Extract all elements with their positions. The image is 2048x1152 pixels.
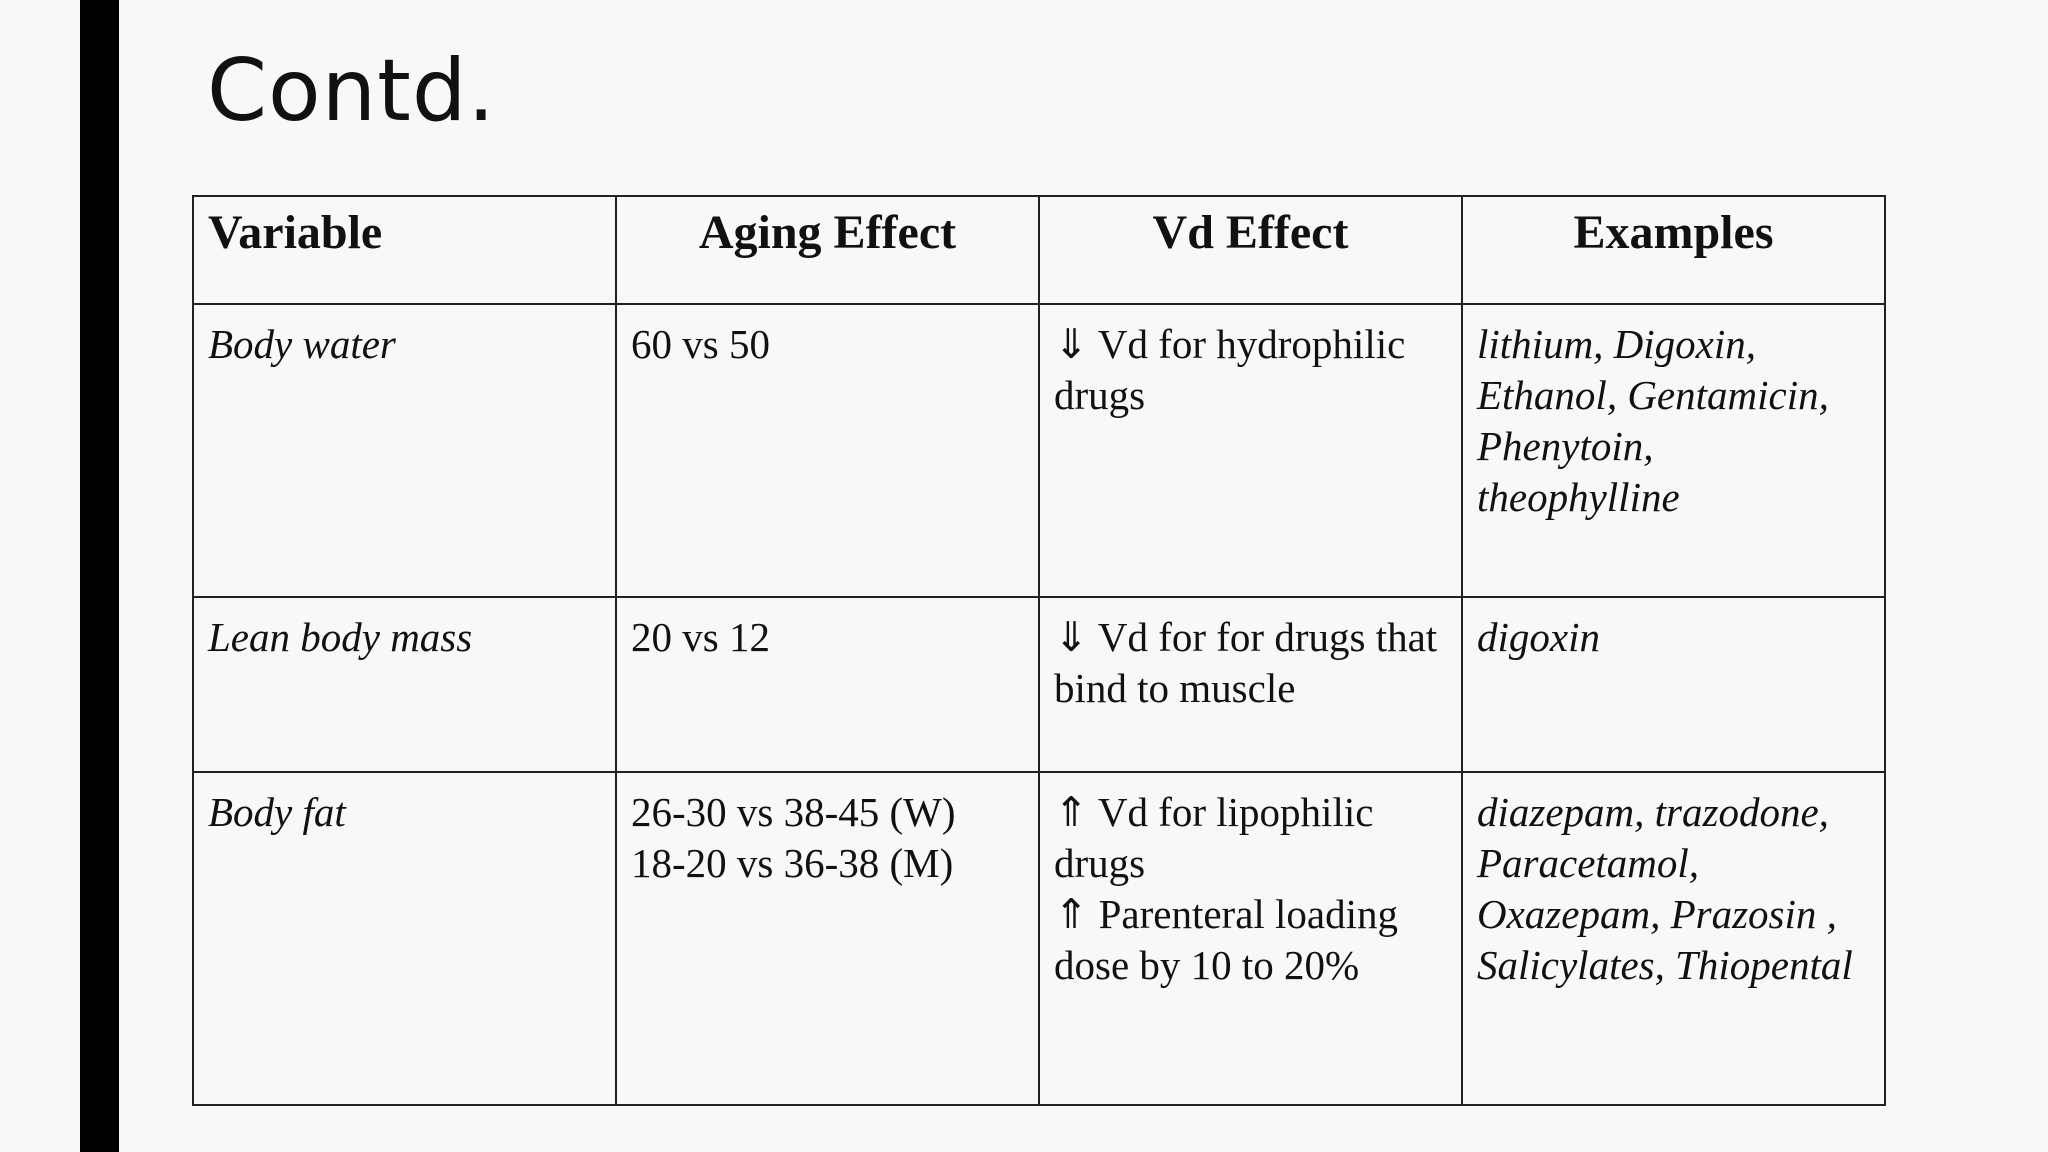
table-header-row: Variable Aging Effect Vd Effect Examples xyxy=(192,195,1886,305)
cell-aging-effect: 60 vs 50 xyxy=(615,303,1040,598)
cell-variable: Body fat xyxy=(192,770,617,1107)
cell-aging-effect: 20 vs 12 xyxy=(615,595,1040,773)
cell-aging-effect: 26-30 vs 38-45 (W) 18-20 vs 36-38 (M) xyxy=(615,770,1040,1107)
cell-vd-effect: ⇓ Vd for hydrophilic drugs xyxy=(1038,303,1463,598)
header-examples: Examples xyxy=(1461,195,1886,305)
left-accent-bar xyxy=(80,0,119,1152)
table-row: Body fat 26-30 vs 38-45 (W) 18-20 vs 36-… xyxy=(192,770,1886,1107)
cell-examples: diazepam, trazodone, Paracetamol, Oxazep… xyxy=(1461,770,1886,1107)
cell-vd-effect: ⇑ Vd for lipophilic drugs ⇑ Parenteral l… xyxy=(1038,770,1463,1107)
volume-distribution-table: Variable Aging Effect Vd Effect Examples… xyxy=(192,195,1886,1107)
header-vd-effect: Vd Effect xyxy=(1038,195,1463,305)
header-aging-effect: Aging Effect xyxy=(615,195,1040,305)
header-variable: Variable xyxy=(192,195,617,305)
table-row: Lean body mass 20 vs 12 ⇓ Vd for for dru… xyxy=(192,595,1886,773)
table-row: Body water 60 vs 50 ⇓ Vd for hydrophilic… xyxy=(192,303,1886,598)
cell-vd-effect: ⇓ Vd for for drugs that bind to muscle xyxy=(1038,595,1463,773)
slide-title: Contd. xyxy=(207,41,496,141)
cell-variable: Body water xyxy=(192,303,617,598)
cell-examples: digoxin xyxy=(1461,595,1886,773)
cell-variable: Lean body mass xyxy=(192,595,617,773)
cell-examples: lithium, Digoxin, Ethanol, Gentamicin, P… xyxy=(1461,303,1886,598)
